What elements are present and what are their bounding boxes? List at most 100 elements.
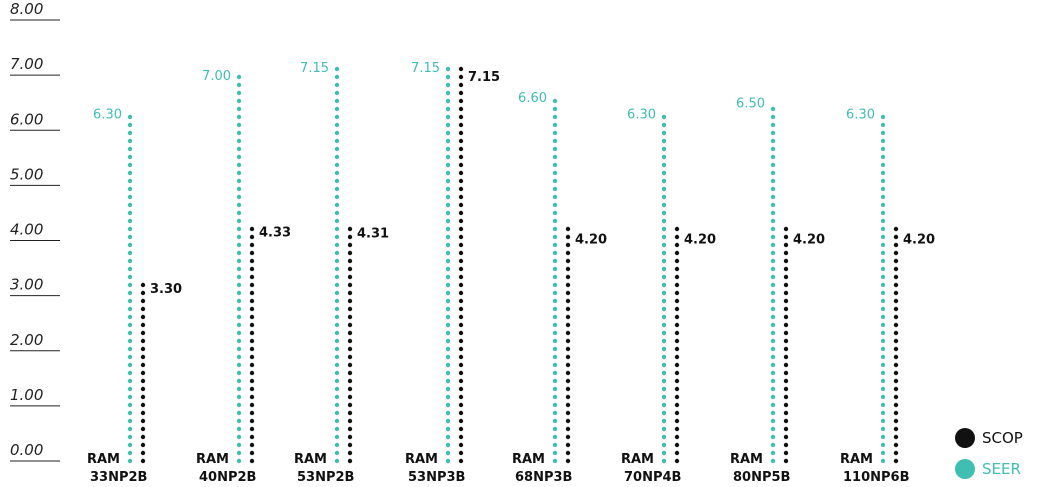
seer-column-dot [334,186,340,192]
seer-column-dot [127,146,133,152]
scop-column-dot [140,298,146,304]
seer-column-dot [445,242,451,248]
scop-column-dot [249,274,255,280]
seer-column-dot [236,170,242,176]
seer-column-dot [880,442,886,448]
scop-value-label: 4.20 [575,232,607,247]
scop-column-dot [347,418,353,424]
scop-column-dot [347,434,353,440]
category-label-line1: RAM [405,452,438,467]
seer-column-dot [661,322,667,328]
scop-column-dot [893,282,899,288]
scop-column-dot [893,306,899,312]
seer-column-dot [552,354,558,360]
seer-column-dot [334,402,340,408]
seer-column-dot [770,138,776,144]
seer-column [236,74,242,464]
seer-column-dot [880,114,886,120]
scop-column-dot [565,290,571,296]
scop-column-dot [347,226,353,232]
seer-column-dot [661,226,667,232]
seer-column-dot [770,210,776,216]
seer-column-dot [334,234,340,240]
seer-column-dot [770,290,776,296]
scop-column-dot [674,338,680,344]
category-label-line2: 110NP6B [843,470,910,485]
seer-column-dot [445,74,451,80]
seer-column-dot [770,306,776,312]
scop-column-dot [674,242,680,248]
seer-column-dot [127,234,133,240]
seer-column-dot [880,370,886,376]
seer-column-dot [334,170,340,176]
seer-column-dot [236,258,242,264]
seer-column-dot [770,378,776,384]
seer-column-dot [880,314,886,320]
seer-column-dot [445,226,451,232]
seer-column-dot [552,234,558,240]
seer-column-dot [552,154,558,160]
scop-column-dot [893,426,899,432]
seer-column-dot [552,306,558,312]
scop-column-dot [893,442,899,448]
seer-column-dot [880,178,886,184]
seer-column-dot [445,338,451,344]
seer-column-dot [552,130,558,136]
seer-column-dot [445,386,451,392]
seer-column-dot [445,154,451,160]
scop-column-dot [458,442,464,448]
seer-column-dot [236,274,242,280]
seer-column-dot [236,106,242,112]
seer-column-dot [127,250,133,256]
seer-column-dot [770,242,776,248]
seer-column-dot [880,122,886,128]
seer-column-dot [236,146,242,152]
seer-column-dot [770,314,776,320]
seer-column-dot [236,402,242,408]
seer-column-dot [236,162,242,168]
seer-column-dot [127,194,133,200]
seer-value-label: 6.30 [627,108,656,123]
seer-column-dot [334,274,340,280]
scop-column-dot [565,402,571,408]
seer-column-dot [127,282,133,288]
scop-column-dot [140,306,146,312]
category-label-line1: RAM [840,452,873,467]
seer-column-dot [236,410,242,416]
seer-column-dot [445,266,451,272]
seer-column-dot [661,138,667,144]
category-label-line1: RAM [730,452,763,467]
scop-column-dot [249,434,255,440]
scop-column-dot [249,306,255,312]
seer-column [880,114,886,464]
seer-column-dot [127,426,133,432]
seer-column-dot [880,242,886,248]
seer-column-dot [661,122,667,128]
scop-column-dot [347,250,353,256]
scop-column-dot [347,282,353,288]
seer-column-dot [880,162,886,168]
seer-column-dot [334,218,340,224]
seer-column-dot [552,218,558,224]
scop-column-dot [249,418,255,424]
seer-column-dot [552,290,558,296]
seer-column-dot [770,458,776,464]
seer-column-dot [445,258,451,264]
seer-column-dot [334,442,340,448]
seer-column-dot [334,266,340,272]
seer-column-dot [552,322,558,328]
scop-column-dot [783,282,789,288]
seer-column-dot [770,186,776,192]
scop-column-dot [140,290,146,296]
seer-column-dot [127,330,133,336]
seer-column-dot [445,418,451,424]
seer-column-dot [127,394,133,400]
scop-column-dot [893,410,899,416]
seer-column-dot [334,426,340,432]
seer-column-dot [661,394,667,400]
seer-column-dot [661,330,667,336]
seer-column-dot [445,170,451,176]
seer-column-dot [445,138,451,144]
seer-column-dot [334,146,340,152]
seer-column-dot [661,178,667,184]
